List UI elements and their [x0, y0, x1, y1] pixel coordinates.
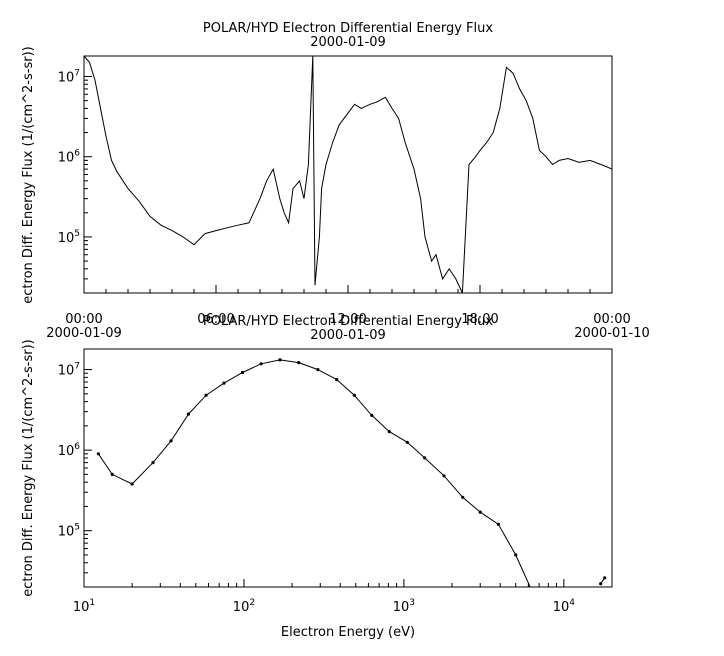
- top-x-tick-label: 18:00: [461, 312, 498, 327]
- bottom-chart-subtitle: 2000-01-09: [310, 328, 386, 343]
- bottom-data-point: [186, 412, 191, 416]
- bottom-data-point: [204, 393, 208, 397]
- bottom-data-point: [370, 413, 374, 417]
- top-plot-frame: [83, 55, 613, 294]
- top-x-tick-date: 2000-01-10: [574, 326, 650, 341]
- bottom-plot-frame: [83, 348, 613, 588]
- bottom-series-group: [96, 358, 607, 587]
- bottom-x-axis-label: Electron Energy (eV): [281, 625, 415, 640]
- bottom-data-point: [599, 582, 603, 586]
- bottom-x-tick-label: 101: [73, 598, 95, 615]
- top-x-tick-label: 00:00: [65, 312, 102, 327]
- top-x-tick-date: 2000-01-09: [46, 326, 122, 341]
- top-y-tick-label: 105: [58, 229, 80, 246]
- bottom-plot-area: 101 102 103 104 105 106 107: [58, 348, 613, 615]
- top-series-line: [83, 55, 613, 294]
- bottom-data-point: [240, 370, 245, 375]
- bottom-data-point: [222, 381, 226, 385]
- bottom-data-point: [352, 393, 356, 397]
- bottom-x-tick-label: 103: [393, 598, 415, 615]
- top-y-axis-label: ectron Diff. Energy Flux (1/(cm^2-s-sr)): [21, 46, 36, 303]
- bottom-data-point: [316, 368, 320, 372]
- top-x-tick-label: 06:00: [197, 312, 234, 327]
- time-series-panel: POLAR/HYD Electron Differential Energy F…: [21, 21, 650, 341]
- bottom-data-point: [169, 439, 173, 443]
- bottom-y-tick-label: 107: [58, 362, 80, 379]
- bottom-y-tick-label: 105: [58, 523, 80, 540]
- bottom-data-point: [278, 358, 282, 362]
- top-chart-subtitle: 2000-01-09: [310, 35, 386, 50]
- bottom-data-point: [297, 361, 301, 365]
- bottom-series-line-0: [97, 359, 531, 587]
- bottom-data-point: [151, 461, 155, 465]
- top-y-tick-label: 107: [58, 68, 80, 85]
- bottom-data-point: [514, 553, 518, 557]
- top-x-tick-label: 00:00: [593, 312, 630, 327]
- bottom-data-point: [423, 456, 427, 460]
- bottom-data-point: [496, 522, 500, 526]
- bottom-chart-title: POLAR/HYD Electron Differential Energy F…: [203, 314, 493, 329]
- bottom-data-point: [461, 495, 465, 499]
- energy-spectrum-panel: POLAR/HYD Electron Differential Energy F…: [21, 314, 613, 640]
- bottom-data-point: [478, 510, 482, 514]
- bottom-data-point: [96, 452, 100, 456]
- bottom-data-point: [335, 378, 339, 382]
- bottom-y-axis-label: ectron Diff. Energy Flux (1/(cm^2-s-sr)): [21, 339, 36, 596]
- top-y-tick-label: 106: [58, 149, 81, 166]
- bottom-data-point: [442, 474, 446, 478]
- bottom-data-point: [130, 482, 134, 486]
- bottom-x-tick-label: 102: [233, 598, 255, 615]
- top-chart-title: POLAR/HYD Electron Differential Energy F…: [203, 21, 493, 36]
- bottom-data-point: [110, 472, 114, 476]
- bottom-data-point: [259, 362, 263, 366]
- bottom-x-tick-label: 104: [553, 598, 576, 615]
- bottom-data-point: [603, 576, 607, 580]
- top-x-tick-label: 12:00: [329, 312, 366, 327]
- bottom-data-point: [387, 430, 391, 434]
- bottom-y-tick-label: 106: [58, 442, 81, 459]
- bottom-data-point: [405, 440, 409, 444]
